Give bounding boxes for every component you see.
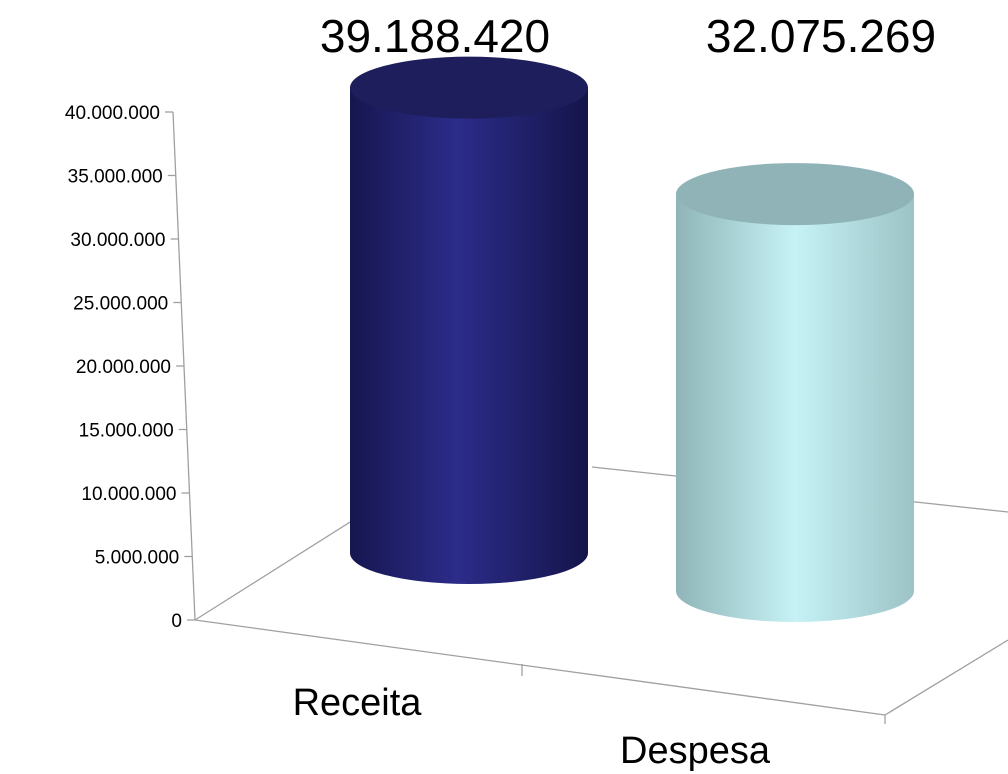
data-label: 32.075.269 <box>706 10 936 62</box>
y-tick-label: 35.000.000 <box>68 167 163 188</box>
category-label: Despesa <box>620 730 771 772</box>
y-tick-label: 20.000.000 <box>76 357 171 378</box>
bar-receita <box>350 87 588 584</box>
data-label: 39.188.420 <box>320 10 550 62</box>
category-labels: Receita Despesa <box>293 682 771 772</box>
y-tick-label: 0 <box>171 611 182 632</box>
bars <box>350 56 914 622</box>
y-axis: 0 5.000.000 10.000.000 15.000.000 20.000.000… <box>65 103 195 632</box>
y-tick-label: 5.000.000 <box>95 548 180 569</box>
category-label: Receita <box>293 682 423 724</box>
bar-despesa <box>676 194 914 622</box>
y-tick-label: 30.000.000 <box>70 230 165 251</box>
y-tick-label: 25.000.000 <box>73 294 168 315</box>
floor-front-edge <box>194 619 886 716</box>
y-tick-label: 10.000.000 <box>81 484 176 505</box>
bar-top-despesa <box>676 163 914 226</box>
y-tick-label: 40.000.000 <box>65 103 160 124</box>
data-labels: 39.188.420 32.075.269 <box>320 10 936 62</box>
floor-right-edge <box>884 639 1008 716</box>
y-tick-label: 15.000.000 <box>79 421 174 442</box>
bar-top-receita <box>350 56 588 119</box>
